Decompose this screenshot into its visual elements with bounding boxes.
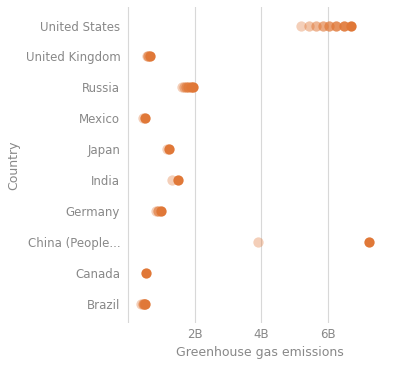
Point [143, 270, 149, 276]
Point [190, 85, 196, 90]
Point [168, 178, 175, 183]
Point [183, 85, 189, 90]
Point [181, 85, 187, 90]
Point [138, 301, 144, 307]
X-axis label: Greenhouse gas emissions: Greenhouse gas emissions [176, 346, 344, 359]
Point [158, 208, 164, 214]
Point [326, 23, 332, 29]
Point [348, 23, 354, 29]
Point [141, 301, 147, 307]
Point [313, 23, 319, 29]
Point [333, 23, 339, 29]
Y-axis label: Country: Country [7, 140, 20, 190]
Point [320, 23, 326, 29]
Point [140, 301, 146, 307]
Point [144, 53, 150, 59]
Point [298, 23, 304, 29]
Point [147, 53, 154, 59]
Point [142, 115, 148, 121]
Point [187, 85, 194, 90]
Point [145, 53, 152, 59]
Point [306, 23, 313, 29]
Point [366, 239, 373, 245]
Point [174, 178, 181, 183]
Point [142, 301, 149, 307]
Point [155, 208, 161, 214]
Point [140, 115, 146, 121]
Point [341, 23, 347, 29]
Point [153, 208, 159, 214]
Point [166, 146, 172, 152]
Point [185, 85, 191, 90]
Point [178, 85, 185, 90]
Point [255, 239, 261, 245]
Point [163, 146, 170, 152]
